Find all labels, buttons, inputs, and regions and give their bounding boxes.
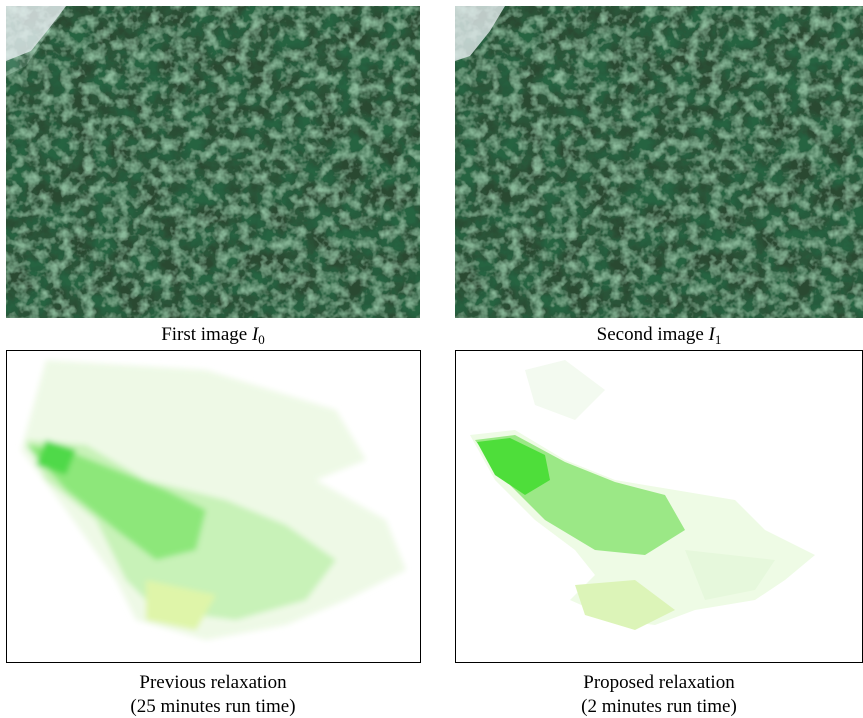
caption-line: Previous relaxation bbox=[6, 671, 420, 695]
subscript: 0 bbox=[258, 332, 265, 347]
caption-text: Second image bbox=[597, 324, 704, 345]
subscript: 1 bbox=[715, 332, 722, 347]
caption-line: (25 minutes run time) bbox=[6, 695, 420, 718]
flow-previous bbox=[6, 350, 421, 663]
figure: First image I0 Second image I1 Previous … bbox=[0, 0, 863, 718]
image-first bbox=[6, 6, 420, 318]
caption-line: (2 minutes run time) bbox=[455, 695, 863, 718]
caption: Proposed relaxation (2 minutes run time) bbox=[455, 671, 863, 718]
image-second bbox=[455, 6, 863, 318]
caption: Second image I1 bbox=[455, 323, 863, 347]
flow-proposed bbox=[455, 350, 863, 663]
caption-text: First image bbox=[161, 324, 247, 345]
caption-line: Proposed relaxation bbox=[455, 671, 863, 695]
caption: Previous relaxation (25 minutes run time… bbox=[6, 671, 420, 718]
caption: First image I0 bbox=[6, 323, 420, 347]
